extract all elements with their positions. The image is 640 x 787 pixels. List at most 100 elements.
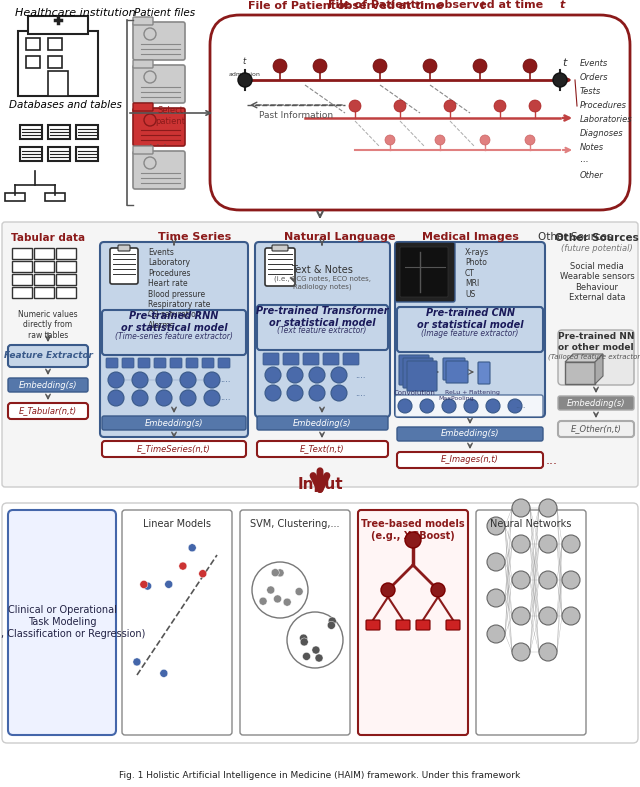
Circle shape (385, 135, 395, 145)
FancyBboxPatch shape (218, 358, 230, 368)
FancyBboxPatch shape (133, 151, 185, 189)
Text: Embedding(s): Embedding(s) (441, 430, 499, 438)
Bar (12, 274, 32, 285)
Text: Patient files: Patient files (134, 8, 196, 18)
FancyBboxPatch shape (416, 620, 430, 630)
Circle shape (473, 59, 487, 73)
Text: Pre-trained Transformer
or statistical model: Pre-trained Transformer or statistical m… (256, 306, 388, 328)
Circle shape (133, 658, 141, 666)
FancyBboxPatch shape (110, 248, 138, 284)
FancyBboxPatch shape (133, 108, 185, 146)
Circle shape (300, 634, 308, 642)
Circle shape (160, 670, 168, 678)
Circle shape (539, 571, 557, 589)
Text: Embedding(s): Embedding(s) (292, 419, 351, 427)
FancyBboxPatch shape (395, 242, 455, 302)
Text: Other Sources: Other Sources (555, 233, 639, 243)
Text: Tests: Tests (580, 87, 601, 97)
FancyBboxPatch shape (403, 358, 433, 388)
Circle shape (108, 390, 124, 406)
Text: t: t (480, 1, 485, 11)
FancyBboxPatch shape (138, 358, 150, 368)
Bar (56, 261, 76, 272)
Text: (Time-series feature extractor): (Time-series feature extractor) (115, 331, 233, 341)
Circle shape (398, 399, 412, 413)
Text: ....: .... (355, 371, 365, 379)
Text: Social media
Wearable sensors
Behaviour
External data: Social media Wearable sensors Behaviour … (559, 262, 634, 302)
Text: Select
patient: Select patient (155, 106, 185, 126)
Circle shape (283, 598, 291, 606)
Text: (future potential): (future potential) (561, 244, 633, 253)
Circle shape (480, 135, 490, 145)
Circle shape (512, 535, 530, 553)
Circle shape (140, 581, 148, 589)
Text: Clinical or Operational
Task Modeling
(e.g., Classification or Regression): Clinical or Operational Task Modeling (e… (0, 605, 145, 638)
Text: Embedding(s): Embedding(s) (19, 380, 77, 390)
Circle shape (179, 562, 187, 570)
FancyBboxPatch shape (255, 242, 390, 417)
Text: n: n (416, 0, 424, 10)
Circle shape (164, 580, 173, 589)
Circle shape (273, 59, 287, 73)
FancyBboxPatch shape (8, 345, 88, 367)
Text: Embedding(s): Embedding(s) (145, 419, 204, 427)
FancyBboxPatch shape (133, 146, 153, 154)
Text: ....: .... (220, 394, 230, 402)
FancyBboxPatch shape (122, 510, 232, 735)
FancyBboxPatch shape (558, 421, 634, 437)
Circle shape (512, 643, 530, 661)
Bar (48, 56, 62, 68)
Text: Events
Laboratory
Procedures
Heart rate
Blood pressure
Respiratory rate
O2 satur: Events Laboratory Procedures Heart rate … (148, 248, 211, 330)
Text: Databases and tables: Databases and tables (8, 100, 122, 110)
Polygon shape (565, 354, 603, 362)
FancyBboxPatch shape (240, 510, 350, 735)
Text: ....: .... (515, 401, 525, 411)
Text: ...: ... (546, 453, 558, 467)
Circle shape (487, 517, 505, 535)
Circle shape (331, 367, 347, 383)
Bar (26, 56, 40, 68)
Circle shape (143, 582, 152, 590)
Circle shape (144, 71, 156, 83)
Circle shape (442, 399, 456, 413)
FancyBboxPatch shape (263, 353, 279, 365)
FancyBboxPatch shape (395, 395, 543, 417)
FancyBboxPatch shape (396, 620, 410, 630)
Bar (28, 16, 88, 34)
FancyBboxPatch shape (478, 362, 490, 384)
Circle shape (132, 372, 148, 388)
Bar (56, 274, 76, 285)
Circle shape (312, 646, 320, 654)
Bar (18, 31, 98, 96)
Circle shape (156, 372, 172, 388)
Bar (56, 287, 76, 298)
Text: Neural Networks: Neural Networks (490, 519, 572, 529)
Circle shape (349, 100, 361, 112)
Bar (20, 125, 42, 139)
Circle shape (562, 607, 580, 625)
FancyBboxPatch shape (476, 510, 586, 735)
Circle shape (238, 73, 252, 87)
Circle shape (144, 28, 156, 40)
Circle shape (199, 570, 207, 578)
FancyBboxPatch shape (395, 242, 545, 417)
Text: Pre-trained CNN
or statistical model: Pre-trained CNN or statistical model (417, 309, 524, 330)
Circle shape (512, 499, 530, 517)
Circle shape (328, 621, 335, 630)
Text: File of Patient: File of Patient (248, 1, 340, 11)
Circle shape (287, 385, 303, 401)
Text: ....: .... (355, 389, 365, 397)
Circle shape (405, 532, 421, 548)
Circle shape (487, 625, 505, 643)
FancyBboxPatch shape (257, 441, 388, 457)
FancyBboxPatch shape (443, 358, 465, 380)
Text: Tabular data: Tabular data (11, 233, 85, 243)
Text: Other Sources: Other Sources (538, 232, 612, 242)
FancyBboxPatch shape (154, 358, 166, 368)
Circle shape (271, 569, 279, 577)
Circle shape (539, 535, 557, 553)
FancyBboxPatch shape (102, 416, 246, 430)
FancyBboxPatch shape (106, 358, 118, 368)
Circle shape (525, 135, 535, 145)
Text: Healthcare institution: Healthcare institution (15, 8, 135, 18)
